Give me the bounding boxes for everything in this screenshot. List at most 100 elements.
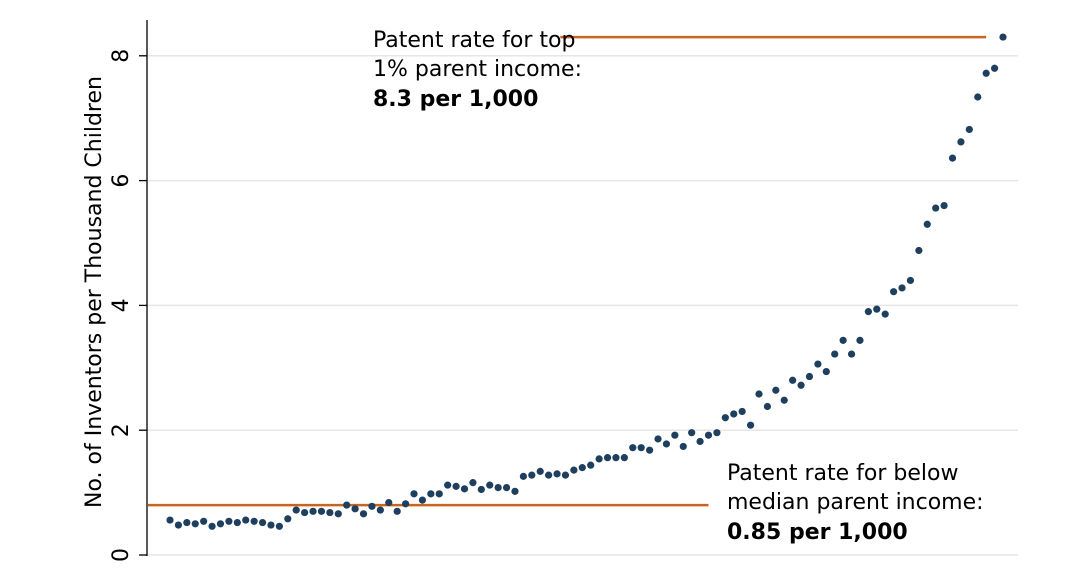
data-point bbox=[965, 125, 973, 134]
data-point bbox=[351, 505, 359, 513]
data-point bbox=[502, 484, 511, 492]
y-tick-label: 4 bbox=[109, 298, 134, 312]
data-point bbox=[873, 305, 881, 313]
annotation-bottom-line-2: median parent income: bbox=[727, 490, 984, 515]
annotation-bottom-value: 0.85 per 1,000 bbox=[727, 520, 908, 545]
data-point bbox=[772, 386, 780, 394]
data-point bbox=[654, 435, 662, 443]
data-point bbox=[738, 407, 746, 416]
data-point bbox=[932, 204, 940, 212]
data-point bbox=[915, 246, 923, 255]
data-point bbox=[334, 510, 342, 518]
data-point bbox=[906, 276, 915, 285]
data-point bbox=[309, 507, 317, 515]
y-tick-label: 6 bbox=[109, 174, 134, 188]
data-point bbox=[452, 482, 460, 490]
data-point bbox=[418, 496, 427, 504]
data-point bbox=[359, 510, 368, 518]
data-point bbox=[326, 508, 334, 517]
annotation-top-line-2: 1% parent income: bbox=[373, 57, 582, 82]
data-point bbox=[183, 518, 191, 527]
data-point bbox=[301, 508, 309, 517]
data-point bbox=[923, 220, 931, 228]
data-point bbox=[284, 515, 292, 523]
data-point bbox=[166, 516, 174, 524]
data-point bbox=[603, 454, 612, 462]
annotation-top-line-1: Patent rate for top bbox=[373, 28, 575, 53]
data-point bbox=[410, 490, 418, 498]
data-point bbox=[427, 490, 435, 498]
data-point bbox=[570, 466, 578, 474]
data-point bbox=[620, 454, 628, 462]
data-point bbox=[225, 517, 233, 525]
data-point bbox=[385, 498, 393, 507]
data-point bbox=[267, 521, 275, 529]
data-point bbox=[755, 390, 763, 398]
y-tick-label: 0 bbox=[109, 548, 134, 562]
data-point bbox=[704, 431, 713, 439]
data-point bbox=[511, 487, 519, 495]
data-point bbox=[242, 516, 250, 524]
data-point bbox=[847, 350, 856, 358]
data-point bbox=[730, 410, 738, 418]
y-tick-label: 8 bbox=[109, 49, 134, 63]
data-point bbox=[275, 522, 283, 530]
data-point bbox=[200, 517, 208, 525]
data-point bbox=[469, 479, 477, 487]
data-point bbox=[343, 501, 351, 509]
data-point bbox=[671, 431, 679, 439]
data-point bbox=[595, 455, 603, 463]
data-point bbox=[999, 33, 1007, 41]
data-point bbox=[814, 360, 822, 368]
data-point bbox=[435, 490, 443, 498]
annotation-top-value: 8.3 per 1,000 bbox=[373, 87, 538, 112]
data-point bbox=[864, 308, 872, 316]
data-point bbox=[216, 520, 225, 528]
data-point bbox=[258, 518, 267, 527]
data-point bbox=[477, 485, 485, 494]
data-point bbox=[797, 381, 805, 389]
data-point bbox=[637, 444, 645, 452]
data-point bbox=[890, 288, 898, 296]
data-point bbox=[646, 446, 654, 454]
data-point bbox=[174, 521, 183, 529]
data-point bbox=[713, 429, 721, 437]
data-point bbox=[368, 502, 376, 510]
data-point bbox=[822, 367, 830, 376]
data-point bbox=[401, 500, 410, 508]
data-point bbox=[839, 336, 847, 344]
data-point bbox=[376, 506, 384, 514]
data-point bbox=[460, 485, 469, 493]
y-axis: 0 2 4 6 8 bbox=[109, 20, 148, 562]
data-point bbox=[948, 154, 957, 162]
data-point bbox=[494, 484, 502, 492]
data-point bbox=[881, 310, 889, 318]
y-tick-label: 2 bbox=[109, 423, 134, 437]
data-point bbox=[688, 429, 696, 437]
data-point bbox=[545, 471, 553, 479]
data-point bbox=[974, 93, 982, 101]
data-point bbox=[553, 470, 561, 478]
data-point bbox=[233, 518, 241, 527]
data-point bbox=[191, 520, 199, 528]
data-point bbox=[780, 396, 788, 404]
data-point bbox=[805, 372, 814, 381]
data-point bbox=[578, 464, 586, 472]
data-point bbox=[898, 284, 906, 292]
data-point bbox=[746, 421, 755, 429]
data-point bbox=[528, 471, 536, 479]
gridlines bbox=[147, 55, 1018, 556]
data-point bbox=[486, 481, 494, 489]
data-point bbox=[587, 461, 595, 469]
data-point bbox=[662, 440, 671, 448]
data-point bbox=[317, 507, 326, 515]
data-point bbox=[208, 522, 216, 530]
data-point bbox=[957, 138, 965, 146]
data-point bbox=[696, 437, 704, 446]
data-point bbox=[250, 517, 258, 525]
annotation-bottom-line-1: Patent rate for below bbox=[727, 461, 958, 486]
data-point bbox=[763, 402, 772, 411]
data-point bbox=[629, 444, 637, 452]
data-point bbox=[940, 201, 948, 210]
